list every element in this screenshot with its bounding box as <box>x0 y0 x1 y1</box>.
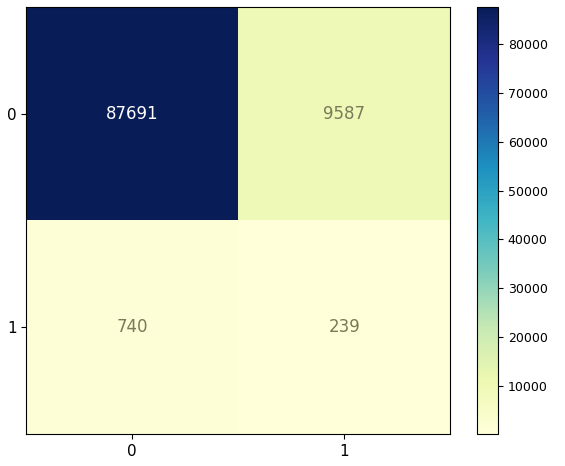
Text: 87691: 87691 <box>106 105 159 123</box>
Text: 9587: 9587 <box>323 105 365 123</box>
Text: 239: 239 <box>328 318 360 336</box>
Text: 740: 740 <box>116 318 148 336</box>
